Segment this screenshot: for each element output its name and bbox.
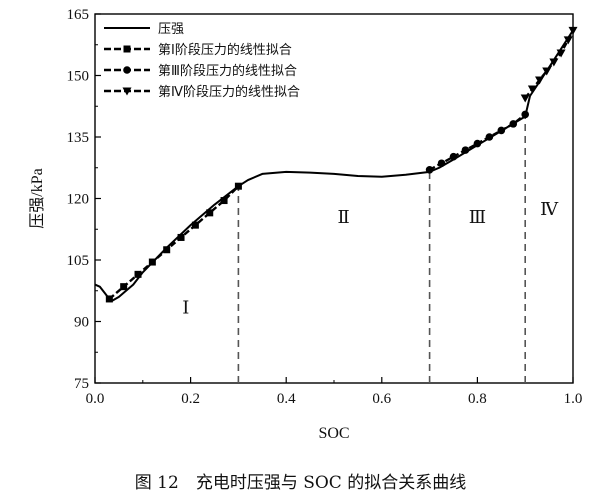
y-tick-label: 105	[67, 253, 90, 269]
data-point	[473, 139, 482, 148]
y-tick-label: 135	[67, 130, 90, 146]
data-point	[234, 182, 242, 190]
data-point	[148, 258, 156, 266]
y-axis-title: 压强/kPa	[29, 168, 46, 228]
data-point	[461, 146, 470, 154]
data-point	[449, 152, 458, 161]
y-tick-label: 165	[67, 7, 90, 23]
data-point	[535, 76, 545, 85]
data-point	[437, 159, 446, 168]
data-point	[527, 85, 537, 94]
data-point	[509, 120, 518, 128]
data-point	[497, 126, 506, 135]
data-point	[568, 26, 578, 35]
data-point	[520, 94, 530, 103]
y-tick-label: 90	[74, 315, 89, 331]
x-tick-label: 0.4	[277, 391, 296, 407]
x-tick-label: 0.0	[86, 391, 105, 407]
data-point	[521, 110, 529, 119]
data-point	[191, 221, 199, 229]
data-point	[177, 233, 185, 241]
legend-entry-3: 第Ⅳ阶段压力的线性拟合	[158, 84, 300, 100]
data-point	[163, 246, 171, 254]
data-point	[425, 166, 434, 174]
x-tick-label: 0.8	[468, 391, 487, 407]
data-point	[485, 133, 494, 141]
data-point	[105, 295, 113, 303]
figure-caption: 图 12 充电时压强与 SOC 的拟合关系曲线	[134, 473, 467, 493]
y-tick-label: 75	[74, 376, 89, 392]
legend-entry-1: 第Ⅰ阶段压力的线性拟合	[158, 42, 292, 58]
data-point	[206, 209, 214, 217]
stage-label: Ⅰ	[182, 297, 189, 317]
data-point	[542, 67, 552, 76]
stage-label: Ⅳ	[540, 199, 559, 219]
chart: 0.0 0.2 0.4 0.6 0.8 1.0 75 90 105 120 135 150 165 SOC…	[29, 7, 583, 442]
x-axis-title: SOC	[318, 425, 349, 442]
legend-entry-0: 压强	[158, 22, 184, 37]
series-line-1	[108, 185, 240, 300]
data-point	[549, 58, 559, 67]
y-tick-label: 120	[67, 192, 90, 208]
stage-label: Ⅱ	[337, 207, 349, 227]
data-point	[563, 36, 573, 45]
legend-entry-2: 第Ⅲ阶段压力的线性拟合	[158, 63, 297, 79]
data-point	[556, 49, 566, 58]
x-tick-label: 0.6	[372, 391, 391, 407]
data-point	[134, 270, 142, 278]
data-point	[220, 197, 228, 205]
stage-label: Ⅲ	[469, 207, 486, 227]
x-tick-label: 1.0	[564, 391, 583, 407]
legend-marker	[123, 66, 131, 74]
legend-marker	[123, 45, 131, 53]
data-point	[120, 283, 128, 291]
x-tick-label: 0.2	[181, 391, 200, 407]
y-tick-label: 150	[67, 69, 90, 85]
legend-marker	[122, 87, 132, 96]
